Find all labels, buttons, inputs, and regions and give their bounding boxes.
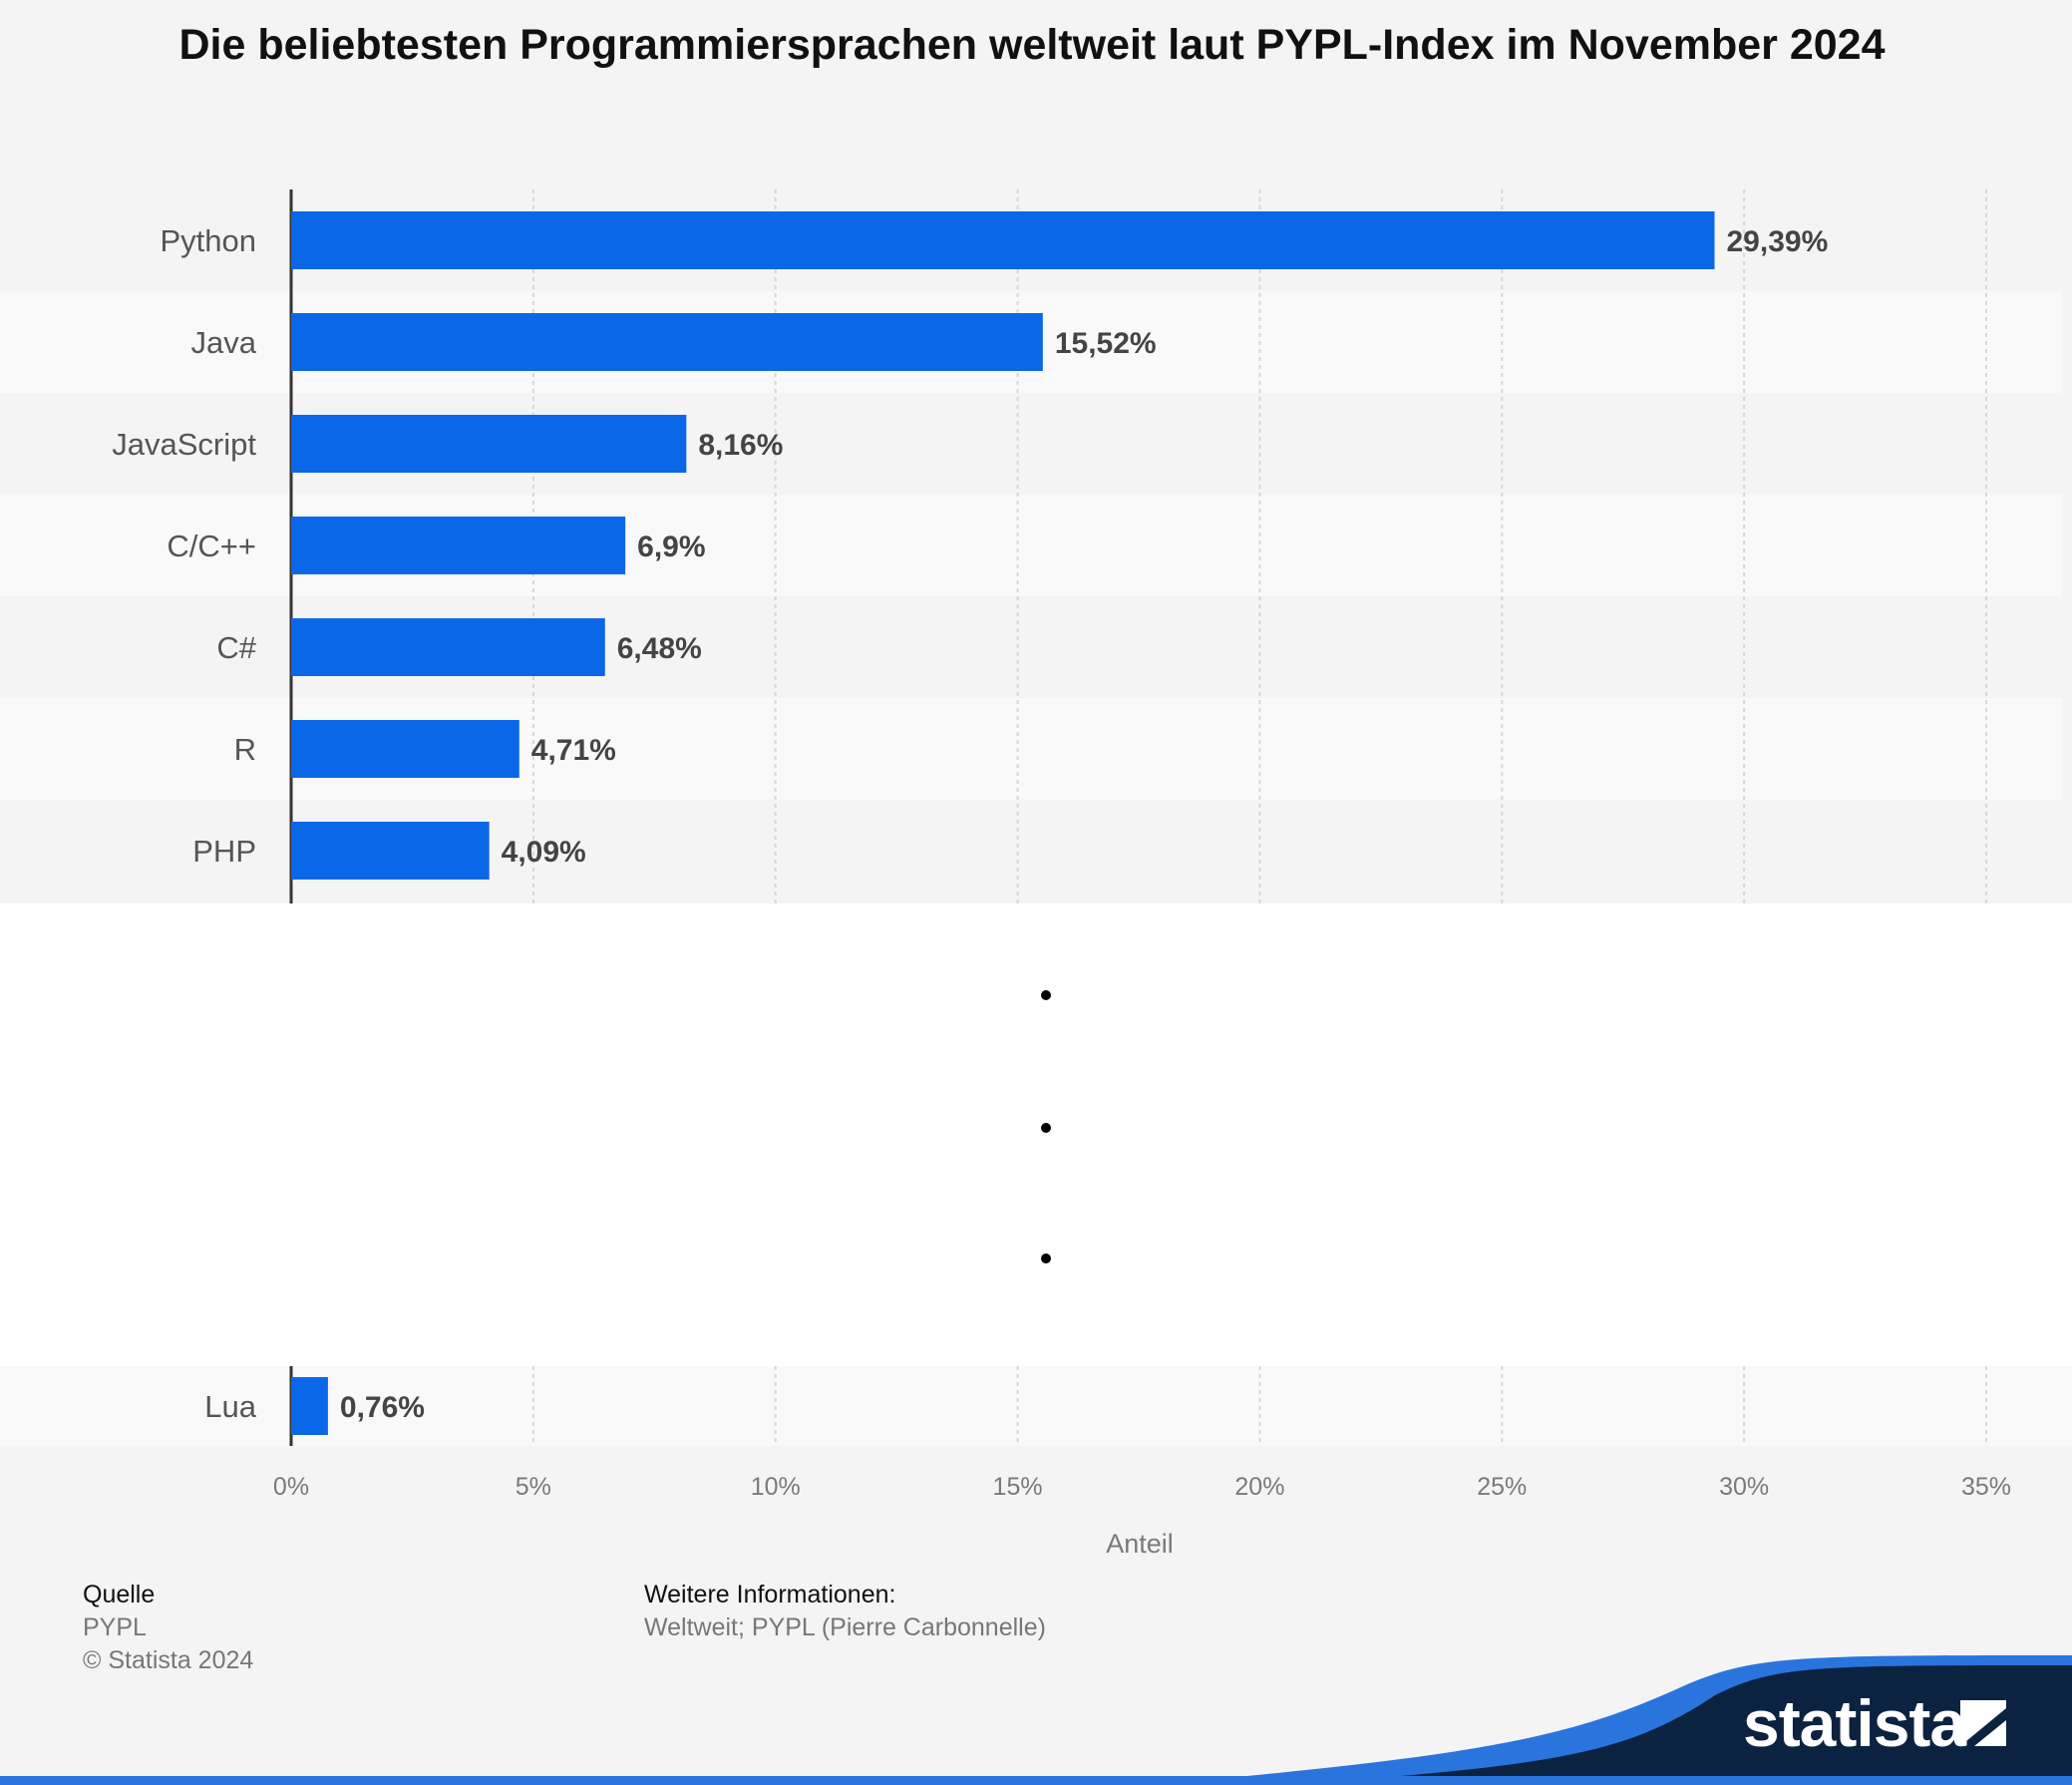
source-value[interactable]: PYPL (83, 1613, 147, 1641)
category-label: JavaScript (112, 427, 256, 462)
x-tick-label: 5% (516, 1473, 551, 1501)
info-value: Weltweit; PYPL (Pierre Carbonnelle) (644, 1613, 1046, 1641)
x-tick-label: 10% (751, 1473, 801, 1501)
break-dot (1041, 1123, 1051, 1133)
category-label: R (234, 732, 256, 767)
bar (291, 211, 1715, 269)
copyright-text: © Statista 2024 (83, 1646, 254, 1674)
statista-logo-slash (1960, 1708, 2006, 1746)
value-label: 4,71% (531, 734, 616, 767)
category-label: C/C++ (167, 529, 256, 563)
x-tick-label: 15% (993, 1473, 1043, 1501)
value-label: 29,39% (1727, 225, 1829, 258)
x-tick-label: 35% (1961, 1473, 2011, 1501)
bar (291, 618, 605, 676)
source-heading: Quelle (83, 1581, 156, 1608)
axis-break-area (0, 903, 2072, 1366)
category-label: Java (191, 325, 257, 360)
value-label: 0,76% (340, 1391, 425, 1424)
chart-title: Die beliebtesten Programmiersprachen wel… (178, 21, 1886, 69)
x-tick-label: 20% (1234, 1473, 1284, 1501)
info-heading: Weitere Informationen: (644, 1581, 896, 1608)
brand-bottom-line (0, 1776, 2072, 1785)
value-label: 6,48% (617, 632, 702, 665)
bar (291, 822, 490, 880)
x-tick-label: 30% (1719, 1473, 1769, 1501)
bar (291, 1377, 328, 1435)
bar (291, 517, 626, 574)
bar (291, 313, 1043, 371)
category-label: C# (216, 630, 256, 665)
x-tick-label: 25% (1477, 1473, 1527, 1501)
value-label: 6,9% (637, 531, 705, 563)
bar (291, 720, 519, 778)
category-label: Python (160, 223, 256, 258)
value-label: 15,52% (1055, 327, 1157, 360)
value-label: 8,16% (698, 429, 783, 462)
value-label: 4,09% (502, 836, 586, 869)
statista-wordmark: statista (1743, 1686, 1966, 1760)
bar (291, 415, 687, 473)
category-label: Lua (204, 1389, 256, 1424)
brand-swoosh-dark (1286, 1665, 2072, 1785)
break-dot (1041, 1253, 1051, 1263)
break-dot (1041, 990, 1051, 1000)
row-band (0, 1366, 2072, 1446)
category-label: PHP (192, 834, 256, 869)
x-axis-title: Anteil (1106, 1529, 1174, 1559)
x-tick-label: 0% (273, 1473, 309, 1501)
